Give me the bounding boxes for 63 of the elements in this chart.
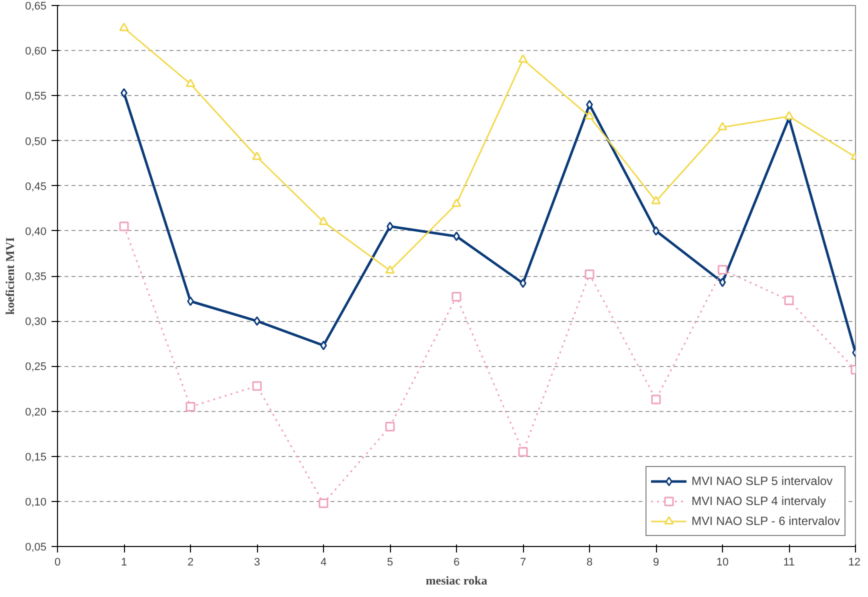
x-tick-label: 5 [386,556,394,568]
x-tick-label: 7 [520,556,526,568]
x-tick-label: 2 [187,556,194,568]
y-tick-label: 0,40 [25,226,47,238]
point [518,447,528,457]
y-tick-label: 0,30 [25,316,47,328]
y-tick-label: 0,35 [25,271,47,283]
y-tick-label: 0,25 [25,361,47,374]
point [385,422,395,432]
point [320,340,327,350]
y-tick-label: 0,05 [25,542,47,554]
y-tick-label: 0,15 [25,451,47,464]
x-tick-label: 4 [320,556,327,568]
point [254,316,260,326]
y-tick-label: 0,20 [25,406,47,418]
point [252,152,262,160]
point [252,381,262,391]
x-tick-label: 10 [716,556,729,568]
point [719,278,726,288]
point [652,226,660,236]
legend-label: MVI NAO SLP - 6 intervalov [692,514,840,528]
point [186,402,196,412]
y-tick-label: 0,60 [25,46,47,58]
point [453,232,460,242]
x-tick-label: 0 [54,556,61,568]
point [120,88,128,98]
point [318,498,328,508]
point [784,296,794,306]
point [452,198,462,207]
point [586,100,593,110]
x-tick-label: 9 [652,556,660,568]
point [784,111,794,120]
legend-label: MVI NAO SLP 5 intervalov [692,474,833,488]
point [318,216,328,225]
x-axis-title: mesiac roka [426,574,488,588]
point [119,222,129,232]
point [518,54,528,63]
point [119,22,129,32]
point [186,78,196,88]
y-tick-label: 0,10 [25,496,47,508]
y-tick-label: 0,50 [25,136,47,148]
point [386,222,394,232]
x-tick-label: 3 [254,556,260,568]
y-tick-label: 0,45 [25,180,47,193]
point [718,264,728,274]
point [651,394,661,404]
x-tick-label: 6 [453,556,460,568]
point [651,196,661,204]
y-tick-label: 0,65 [25,0,47,12]
point [584,269,594,279]
point [718,122,728,130]
x-tick-label: 12 [848,556,861,568]
y-tick-label: 0,55 [25,90,47,103]
x-tick-label: 11 [783,556,795,568]
x-tick-label: 8 [586,556,593,568]
x-tick-label: 1 [120,556,128,568]
point [520,278,526,288]
y-axis-title: koeficient MVI [3,236,18,315]
point [385,265,395,274]
legend-label: MVI NAO SLP 4 intervaly [692,494,826,508]
point [452,292,462,302]
point [584,111,594,120]
point [187,296,194,306]
